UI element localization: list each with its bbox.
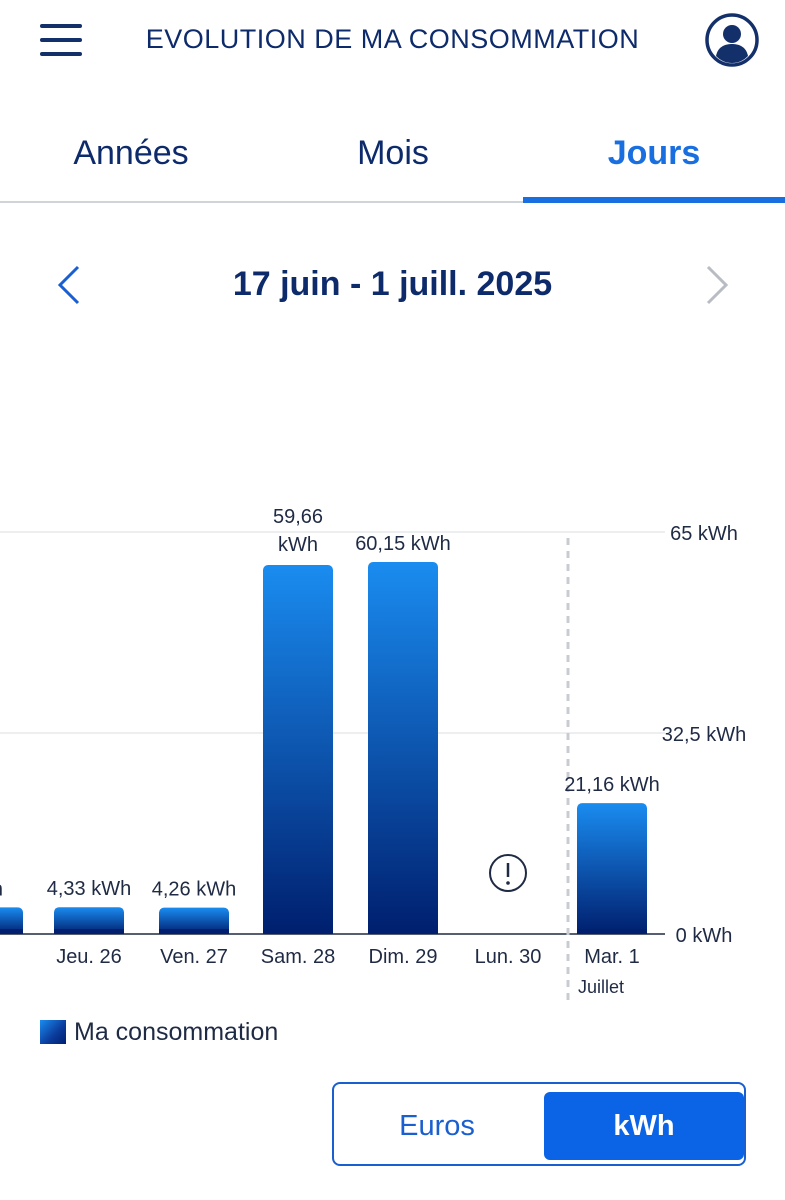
period-tabs: Années Mois Jours — [0, 110, 785, 204]
x-tick-label: Ven. 27 — [160, 946, 228, 968]
chevron-left-icon[interactable] — [50, 261, 90, 309]
chart-bar-base — [54, 929, 124, 934]
y-tick-label: 0 kWh — [676, 925, 733, 947]
hamburger-menu-icon[interactable] — [40, 24, 82, 56]
chart-bar-base — [368, 929, 438, 934]
bar-data-label: 4,26 kWh — [152, 879, 236, 901]
chevron-right-icon[interactable] — [696, 261, 736, 309]
month-marker-label: Juillet — [578, 977, 624, 997]
unit-kwh-button[interactable]: kWh — [544, 1092, 744, 1160]
legend-swatch — [40, 1020, 66, 1044]
x-tick-label: Jeu. 26 — [56, 946, 122, 968]
page-title: EVOLUTION DE MA CONSOMMATION — [145, 24, 640, 54]
x-tick-label: Sam. 28 — [261, 946, 335, 968]
chart-bar — [368, 561, 438, 934]
date-navigator: 17 juin - 1 juill. 2025 — [0, 255, 785, 315]
user-avatar-icon[interactable] — [704, 12, 760, 68]
legend-label: Ma consommation — [74, 1018, 279, 1046]
chart-bar-base — [263, 929, 333, 934]
chart-bar — [263, 565, 333, 934]
warning-exclamation-icon — [489, 854, 527, 892]
bar-data-label-unit: kWh — [278, 534, 318, 556]
tab-annees[interactable]: Années — [73, 134, 189, 172]
unit-euros-button[interactable]: Euros — [399, 1110, 475, 1142]
chart-bar — [54, 907, 124, 934]
bar-data-label: 59,66 — [273, 506, 323, 528]
bar-data-label: 21,16 kWh — [564, 774, 660, 796]
bar-data-label: 60,15 kWh — [355, 533, 451, 555]
tab-mois[interactable]: Mois — [357, 134, 429, 172]
y-tick-label: 32,5 kWh — [662, 724, 746, 746]
chart-bar — [159, 907, 229, 934]
x-tick-label: Lun. 30 — [475, 946, 542, 968]
tabs-divider — [0, 201, 785, 203]
chart-bar-base — [159, 929, 229, 934]
x-tick-label: Dim. 29 — [369, 946, 438, 968]
chart-bar-base — [0, 929, 23, 934]
bar-data-label: 4,33 kWh — [47, 878, 131, 900]
chart-bar — [0, 907, 23, 934]
tab-jours[interactable]: Jours — [607, 134, 701, 172]
chart-bar — [577, 803, 647, 934]
unit-toggle: Euros kWh — [332, 1082, 746, 1166]
warning-exclamation-dot — [506, 881, 510, 885]
date-range-label: 17 juin - 1 juill. 2025 — [232, 265, 553, 303]
x-tick-label: Mar. 1 — [584, 946, 640, 968]
app-header: EVOLUTION DE MA CONSOMMATION — [0, 0, 785, 90]
active-tab-indicator — [523, 197, 785, 203]
chart-bar-base — [577, 929, 647, 934]
bar-data-label: Wh — [0, 878, 3, 900]
y-tick-label: 65 kWh — [670, 523, 738, 545]
